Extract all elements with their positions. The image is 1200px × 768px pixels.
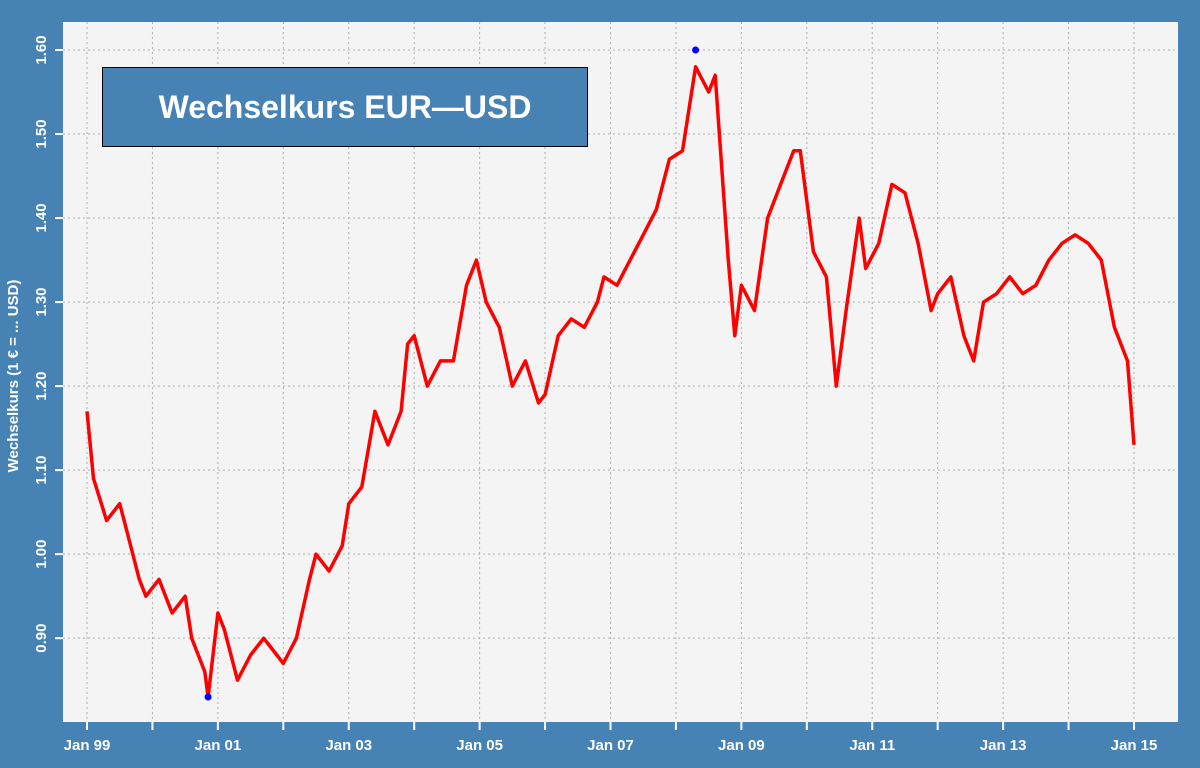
y-tick-label: 1.20	[33, 372, 50, 401]
series-line	[85, 65, 1136, 699]
x-tick-label: Jan 03	[325, 737, 372, 754]
y-tick-label: 1.30	[33, 287, 50, 316]
y-tick-label: 1.00	[33, 540, 50, 569]
y-tick-label: 1.10	[33, 456, 50, 485]
y-axis-title: Wechselkurs (1 € = ... USD)	[5, 280, 22, 473]
x-tick-label: Jan 09	[718, 737, 765, 754]
x-tick-label: Jan 07	[587, 737, 634, 754]
chart-title-box: Wechselkurs EUR—USD	[102, 67, 588, 147]
y-tick-label: 1.50	[33, 119, 50, 148]
extreme-point-marker	[204, 693, 212, 701]
x-tick-label: Jan 05	[456, 737, 503, 754]
x-tick-label: Jan 01	[195, 737, 242, 754]
extreme-point-marker	[692, 46, 700, 54]
y-tick-label: 0.90	[33, 624, 50, 653]
y-tick-label: 1.60	[33, 35, 50, 64]
x-tick-label: Jan 15	[1111, 737, 1158, 754]
x-tick-label: Jan 99	[64, 737, 111, 754]
x-tick-label: Jan 11	[849, 737, 895, 754]
x-tick-label: Jan 13	[980, 737, 1027, 754]
markers	[204, 46, 700, 701]
axes: Jan 99 Jan 01 Jan 03 Jan 05 Jan 07 Jan 09 Jan …	[33, 35, 1157, 754]
series	[85, 65, 1136, 699]
y-tick-label: 1.40	[33, 203, 50, 232]
chart-title: Wechselkurs EUR—USD	[158, 88, 532, 125]
